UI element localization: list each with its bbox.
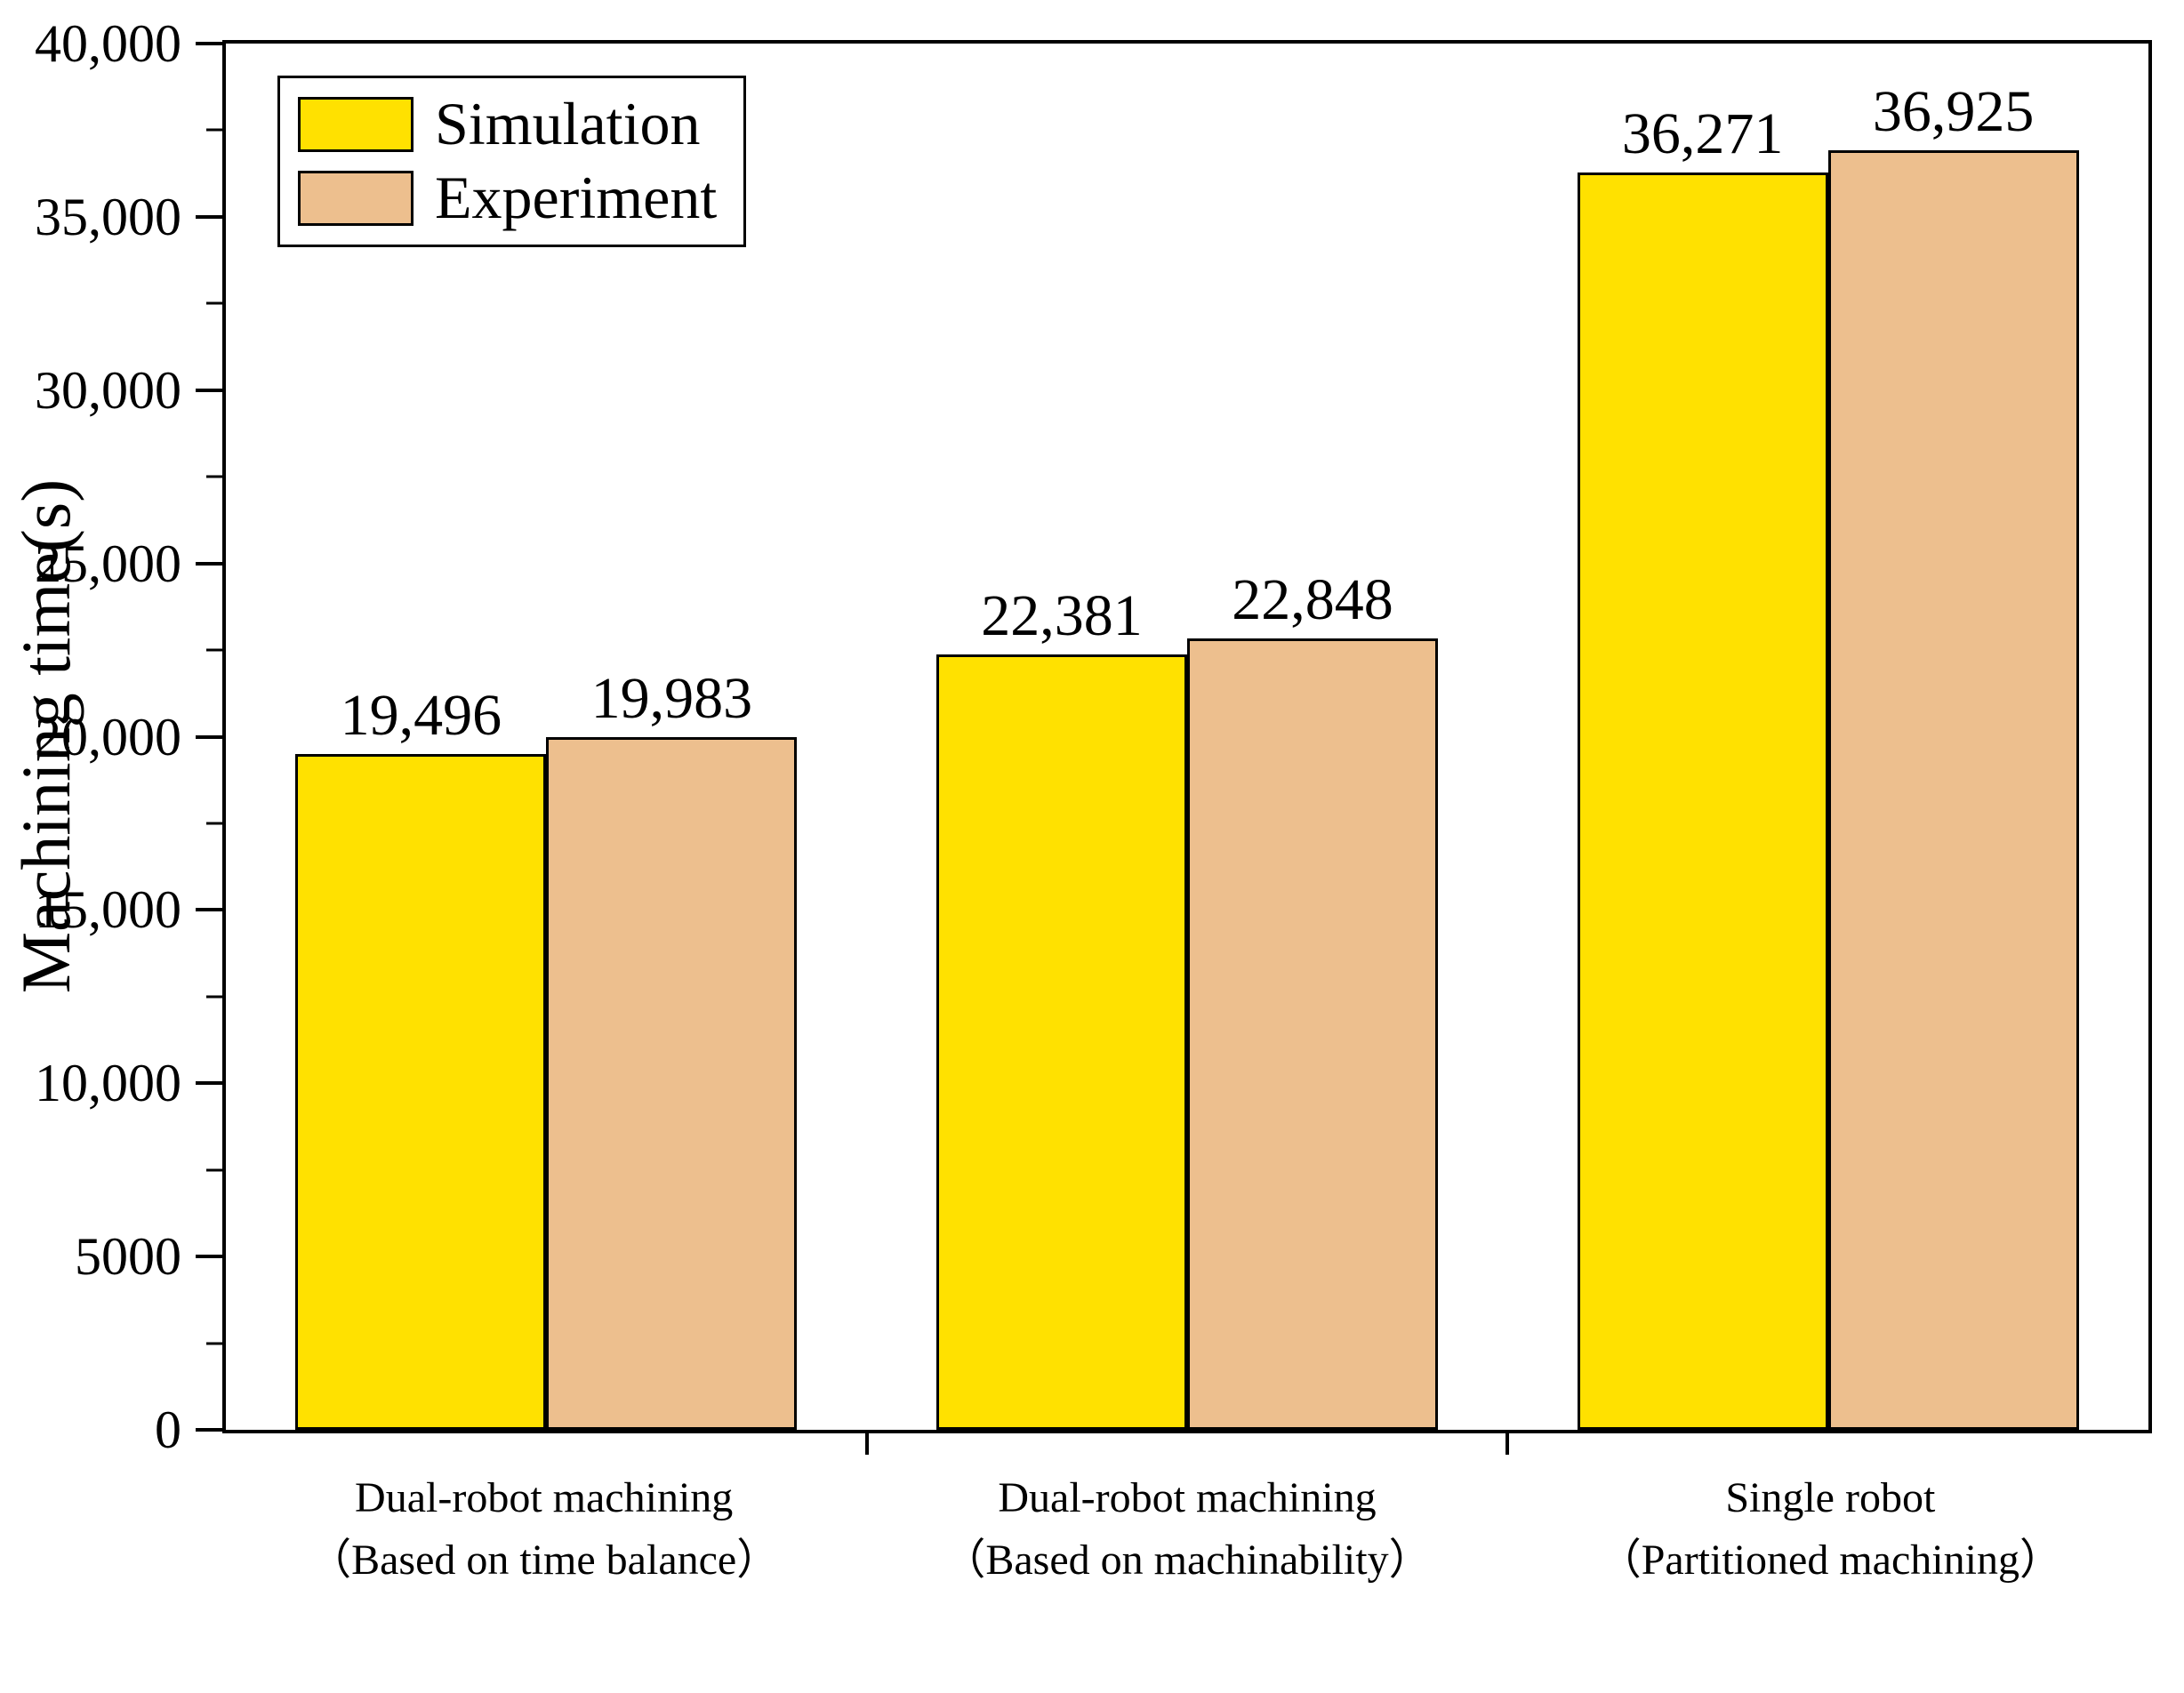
legend-item-simulation: Simulation: [298, 92, 717, 156]
y-axis-minor-tick: [206, 301, 222, 305]
y-axis-major-tick: [196, 734, 222, 739]
bar-column: 22,381: [936, 44, 1187, 1430]
plot-area: 19,496 19,983 22,381 22,848 36,271 36,925 0 50…: [35, 17, 2152, 1456]
bar-group-2: 22,381 22,848: [867, 44, 1508, 1430]
y-axis-tick-label: 30,000: [35, 360, 181, 420]
bar-group-1: 19,496 19,983: [226, 44, 867, 1430]
bar-column: 19,496: [295, 44, 547, 1430]
bar-column: 19,983: [546, 44, 798, 1430]
y-axis-tick-label: 25,000: [35, 534, 181, 593]
y-axis-tick-label: 15,000: [35, 880, 181, 940]
y-axis-tick-label: 20,000: [35, 707, 181, 766]
y-axis-tick-label: 5000: [75, 1227, 181, 1287]
y-axis-minor-tick: [206, 1168, 222, 1172]
category-line1: Single robot: [1725, 1474, 1936, 1521]
bar-simulation: [295, 754, 547, 1430]
legend-label: Experiment: [435, 164, 718, 232]
bar-simulation: [936, 654, 1187, 1430]
y-axis-major-tick: [196, 1428, 222, 1432]
bar-value-label: 36,271: [1621, 101, 1784, 167]
bar-column: 36,925: [1827, 44, 2079, 1430]
bar-group-3: 36,271 36,925: [1507, 44, 2148, 1430]
category-line2: （Based on time balance）: [309, 1536, 780, 1584]
legend-item-experiment: Experiment: [298, 164, 718, 232]
y-axis-major-tick: [196, 42, 222, 45]
bars-layer: 19,496 19,983 22,381 22,848 36,271 36,925: [226, 44, 2148, 1430]
y-axis-tick-label: 35,000: [35, 187, 181, 246]
x-axis-tick: [1506, 1433, 1510, 1455]
bar-value-label: 22,848: [1232, 566, 1393, 632]
y-axis-major-tick: [196, 1255, 222, 1259]
legend-swatch-experiment: [298, 171, 414, 227]
x-axis-category-labels: Dual-robot machining （Based on time balan…: [222, 1467, 2152, 1591]
y-axis-tick-label: 40,000: [35, 14, 181, 73]
y-axis-tick-label: 0: [155, 1400, 181, 1459]
bar-value-label: 22,381: [981, 582, 1143, 648]
bar-column: 22,848: [1187, 44, 1438, 1430]
legend: Simulation Experiment: [277, 76, 747, 247]
y-axis-tick-label: 10,000: [35, 1054, 181, 1113]
category-label-1: Dual-robot machining （Based on time balan…: [222, 1467, 865, 1591]
y-axis-minor-tick: [206, 822, 222, 825]
y-axis-major-tick: [196, 388, 222, 392]
y-axis-minor-tick: [206, 648, 222, 652]
bar-value-label: 36,925: [1872, 78, 2035, 144]
y-axis-minor-tick: [206, 1342, 222, 1345]
y-axis-minor-tick: [206, 475, 222, 478]
y-axis-major-tick: [196, 214, 222, 219]
bar-experiment: [1187, 638, 1438, 1430]
y-axis-major-tick: [196, 908, 222, 912]
y-axis-minor-tick: [206, 995, 222, 999]
category-label-2: Dual-robot machining （Based on machinabil…: [865, 1467, 1508, 1591]
bar-value-label: 19,496: [340, 683, 502, 749]
bar-column: 36,271: [1577, 44, 1828, 1430]
category-line1: Dual-robot machining: [355, 1474, 734, 1521]
category-line2: （Partitioned machining）: [1598, 1536, 2062, 1584]
x-axis-tick: [864, 1433, 869, 1455]
category-label-3: Single robot （Partitioned machining）: [1509, 1467, 2152, 1591]
bar-simulation: [1577, 173, 1828, 1430]
y-axis-major-tick: [196, 1081, 222, 1086]
bar-value-label: 19,983: [590, 666, 753, 732]
legend-swatch-simulation: [298, 96, 414, 152]
category-line2: （Based on machinability）: [943, 1536, 1432, 1584]
y-axis-major-tick: [196, 561, 222, 566]
bar-experiment: [546, 737, 798, 1430]
bar-experiment: [1827, 149, 2079, 1430]
y-axis-minor-tick: [206, 128, 222, 132]
category-line1: Dual-robot machining: [998, 1474, 1377, 1521]
legend-label: Simulation: [435, 90, 701, 157]
